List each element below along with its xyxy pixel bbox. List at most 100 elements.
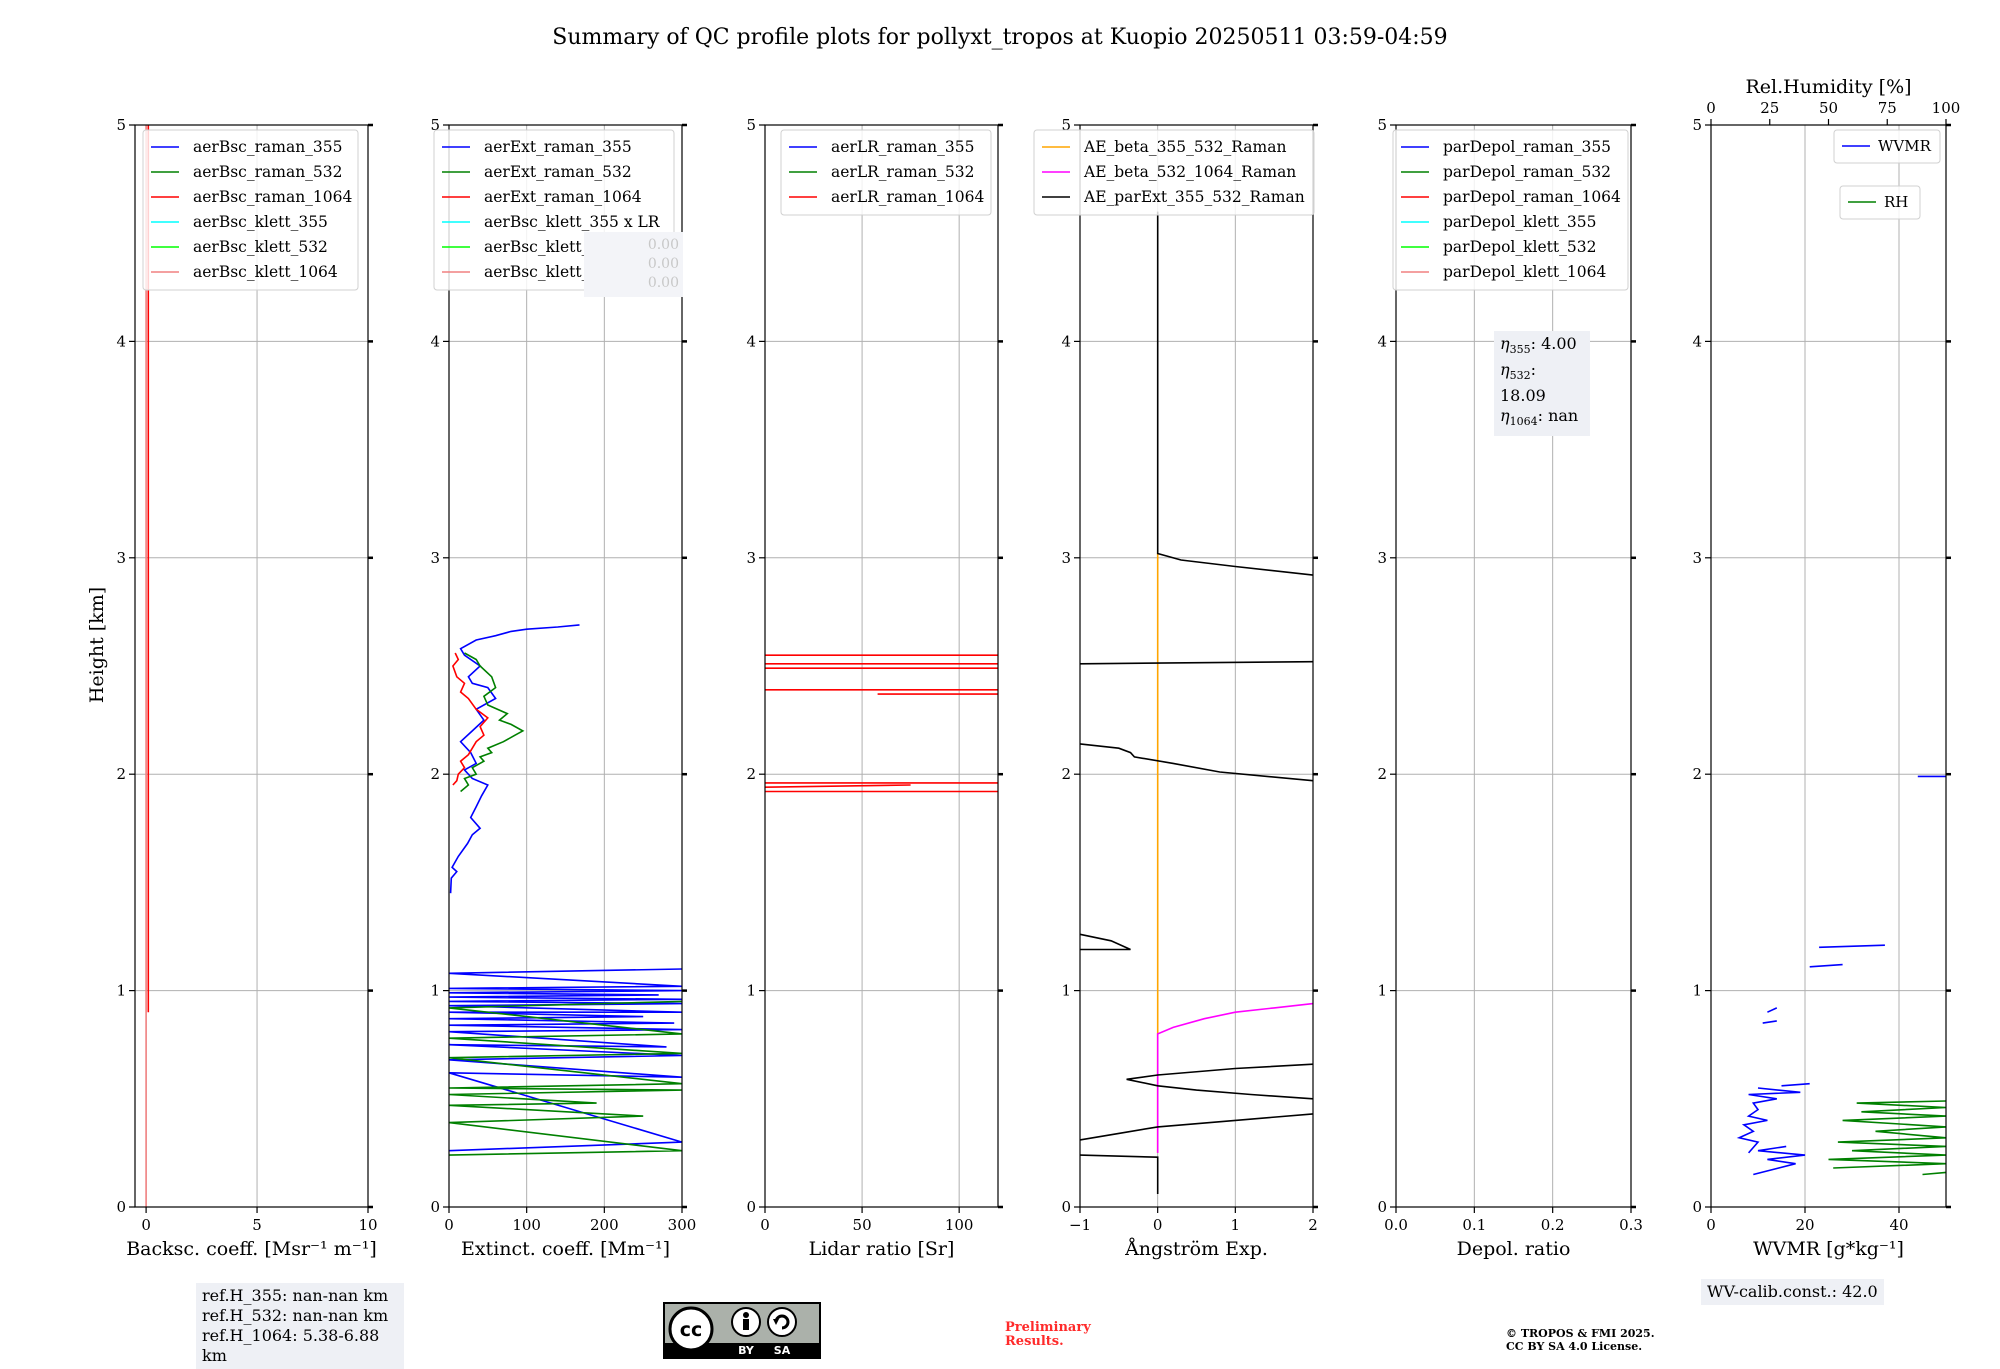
y-tick-label: 3 bbox=[116, 549, 126, 567]
axes-frame bbox=[134, 124, 369, 1208]
series-WVMR bbox=[1781, 1082, 1810, 1087]
x-tick-label: 2 bbox=[1308, 1216, 1318, 1234]
axes-frame bbox=[764, 124, 999, 1208]
ext-faint-annotation: 0.00 0.00 0.00 bbox=[584, 232, 683, 297]
axes-frame bbox=[1395, 124, 1632, 1208]
eta-355: η355: 4.00 bbox=[1500, 334, 1577, 357]
legend-label: AE_beta_355_532_Raman bbox=[1083, 138, 1286, 156]
legend-entry: RH bbox=[1839, 185, 1921, 220]
share-alike-icon bbox=[767, 1307, 797, 1337]
top-x-tick-label: 25 bbox=[1760, 99, 1779, 117]
y-tick-label: 0 bbox=[746, 1198, 756, 1216]
series-aerLR_raman_1064 bbox=[764, 784, 911, 788]
legend-label: AE_beta_532_1064_Raman bbox=[1083, 163, 1296, 181]
x-tick-label: 0 bbox=[760, 1216, 770, 1234]
y-tick-label: 2 bbox=[1692, 765, 1702, 783]
x-axis-label: Backsc. coeff. [Msr⁻¹ m⁻¹] bbox=[126, 1238, 377, 1260]
y-tick-label: 1 bbox=[1692, 982, 1702, 1000]
refh-355: ref.H_355: nan-nan km bbox=[202, 1286, 389, 1305]
legend-label: aerExt_raman_532 bbox=[484, 163, 632, 181]
x-tick-label: 300 bbox=[668, 1216, 697, 1234]
x-tick-label: 40 bbox=[1889, 1216, 1908, 1234]
legend-entry: WVMR bbox=[1833, 129, 1941, 164]
y-tick-label: 4 bbox=[430, 332, 440, 350]
y-tick-label: 0 bbox=[1692, 1198, 1702, 1216]
panel-bsc: 0 1 2 3 4 5 0 5 10 Backsc. coeff. [Msr⁻¹ m⁻¹] aerB… bbox=[116, 116, 377, 1260]
series-AE_beta_532_1064_Raman bbox=[1156, 1002, 1314, 1153]
copyright-line-1: © TROPOS & FMI 2025. bbox=[1506, 1327, 1655, 1340]
series-RH bbox=[1828, 1100, 1947, 1169]
series-WVMR bbox=[1753, 1145, 1806, 1176]
copyright-note: © TROPOS & FMI 2025. CC BY SA 4.0 Licens… bbox=[1506, 1327, 1655, 1353]
x-tick-label: 100 bbox=[512, 1216, 541, 1234]
legend-label: aerBsc_klett_355 bbox=[193, 213, 328, 231]
legend-label: aerLR_raman_532 bbox=[831, 163, 974, 181]
legend-label: aerLR_raman_1064 bbox=[831, 188, 984, 206]
series-AE_parExt_355_532_Raman bbox=[1079, 1154, 1159, 1194]
series-AE_parExt_355_532_Raman bbox=[1079, 743, 1314, 782]
x-tick-label: 0 bbox=[444, 1216, 454, 1234]
cc-sa-label: SA bbox=[774, 1344, 791, 1357]
y-tick-label: 1 bbox=[116, 982, 126, 1000]
y-tick-label: 4 bbox=[1692, 332, 1702, 350]
x-axis-label: Extinct. coeff. [Mm⁻¹] bbox=[461, 1238, 670, 1260]
y-tick-label: 2 bbox=[746, 765, 756, 783]
y-tick-label: 5 bbox=[1692, 116, 1702, 134]
axes-frame bbox=[448, 124, 683, 1208]
legend-label: aerBsc_klett_532 bbox=[193, 238, 328, 256]
series-WVMR bbox=[1736, 1087, 1801, 1154]
legend-label: parDepol_raman_532 bbox=[1443, 163, 1611, 181]
x-axis-label: Ångström Exp. bbox=[1124, 1238, 1268, 1260]
x-tick-label: 0.0 bbox=[1384, 1216, 1408, 1234]
series-AE_parExt_355_532_Raman bbox=[1156, 211, 1314, 576]
x-axis-label: Depol. ratio bbox=[1457, 1238, 1571, 1260]
eta-532: η532: 18.09 bbox=[1500, 360, 1546, 406]
ext-faint-line-1: 0.00 bbox=[647, 237, 679, 253]
y-tick-label: 3 bbox=[1692, 549, 1702, 567]
y-tick-label: 2 bbox=[430, 765, 440, 783]
y-tick-label: 1 bbox=[1061, 982, 1071, 1000]
cc-by-label: BY bbox=[738, 1344, 755, 1357]
legend-label: parDepol_raman_355 bbox=[1443, 138, 1611, 156]
x-tick-label: 10 bbox=[358, 1216, 377, 1234]
y-tick-label: 4 bbox=[116, 332, 126, 350]
legend-label: AE_parExt_355_532_Raman bbox=[1083, 188, 1305, 206]
preliminary-line-2: Results. bbox=[1005, 1334, 1064, 1349]
ext-faint-line-2: 0.00 bbox=[647, 256, 679, 272]
legend: aerBsc_raman_355 aerBsc_raman_532 aerBsc_r… bbox=[142, 129, 359, 291]
series-AE_parExt_355_532_Raman bbox=[1126, 1063, 1314, 1100]
legend: parDepol_raman_355 parDepol_raman_532 parD… bbox=[1392, 129, 1629, 291]
y-tick-label: 4 bbox=[746, 332, 756, 350]
top-x-tick-label: 50 bbox=[1819, 99, 1838, 117]
figure-title: Summary of QC profile plots for pollyxt_… bbox=[552, 25, 1447, 50]
svg-text:WVMR: WVMR bbox=[1878, 137, 1932, 155]
y-tick-label: 0 bbox=[430, 1198, 440, 1216]
top-x-axis-label: Rel.Humidity [%] bbox=[1745, 76, 1911, 98]
y-tick-label: 0 bbox=[1377, 1198, 1387, 1216]
x-axis-label: Lidar ratio [Sr] bbox=[809, 1238, 955, 1260]
x-tick-label: 20 bbox=[1795, 1216, 1814, 1234]
legend-label: aerBsc_klett_355 x LR bbox=[484, 213, 661, 231]
cc-by-sa-logo: cc BY SA bbox=[663, 1302, 821, 1359]
y-tick-label: 3 bbox=[1061, 549, 1071, 567]
series-AE_parExt_355_532_Raman bbox=[1079, 1113, 1314, 1141]
series-WVMR bbox=[1762, 1020, 1777, 1024]
eta-1064: η1064: nan bbox=[1500, 406, 1579, 429]
series-aerExt_raman_532 bbox=[460, 652, 525, 793]
y-tick-label: 1 bbox=[746, 982, 756, 1000]
preliminary-line-1: Preliminary bbox=[1005, 1320, 1091, 1335]
y-tick-label: 4 bbox=[1377, 332, 1387, 350]
legend: aerLR_raman_355 aerLR_raman_532 aerLR_rama… bbox=[780, 129, 992, 216]
x-tick-label: 1 bbox=[1231, 1216, 1241, 1234]
refh-1064: ref.H_1064: 5.38-6.88 km bbox=[202, 1326, 380, 1365]
cc-icon bbox=[668, 1306, 714, 1352]
svg-text:cc: cc bbox=[680, 1319, 703, 1341]
top-x-tick-label: 100 bbox=[1932, 99, 1961, 117]
series-aerExt_raman_355 bbox=[449, 624, 580, 894]
ext-faint-line-3: 0.00 bbox=[647, 275, 679, 291]
refh-532: ref.H_532: nan-nan km bbox=[202, 1306, 389, 1325]
y-tick-label: 5 bbox=[746, 116, 756, 134]
